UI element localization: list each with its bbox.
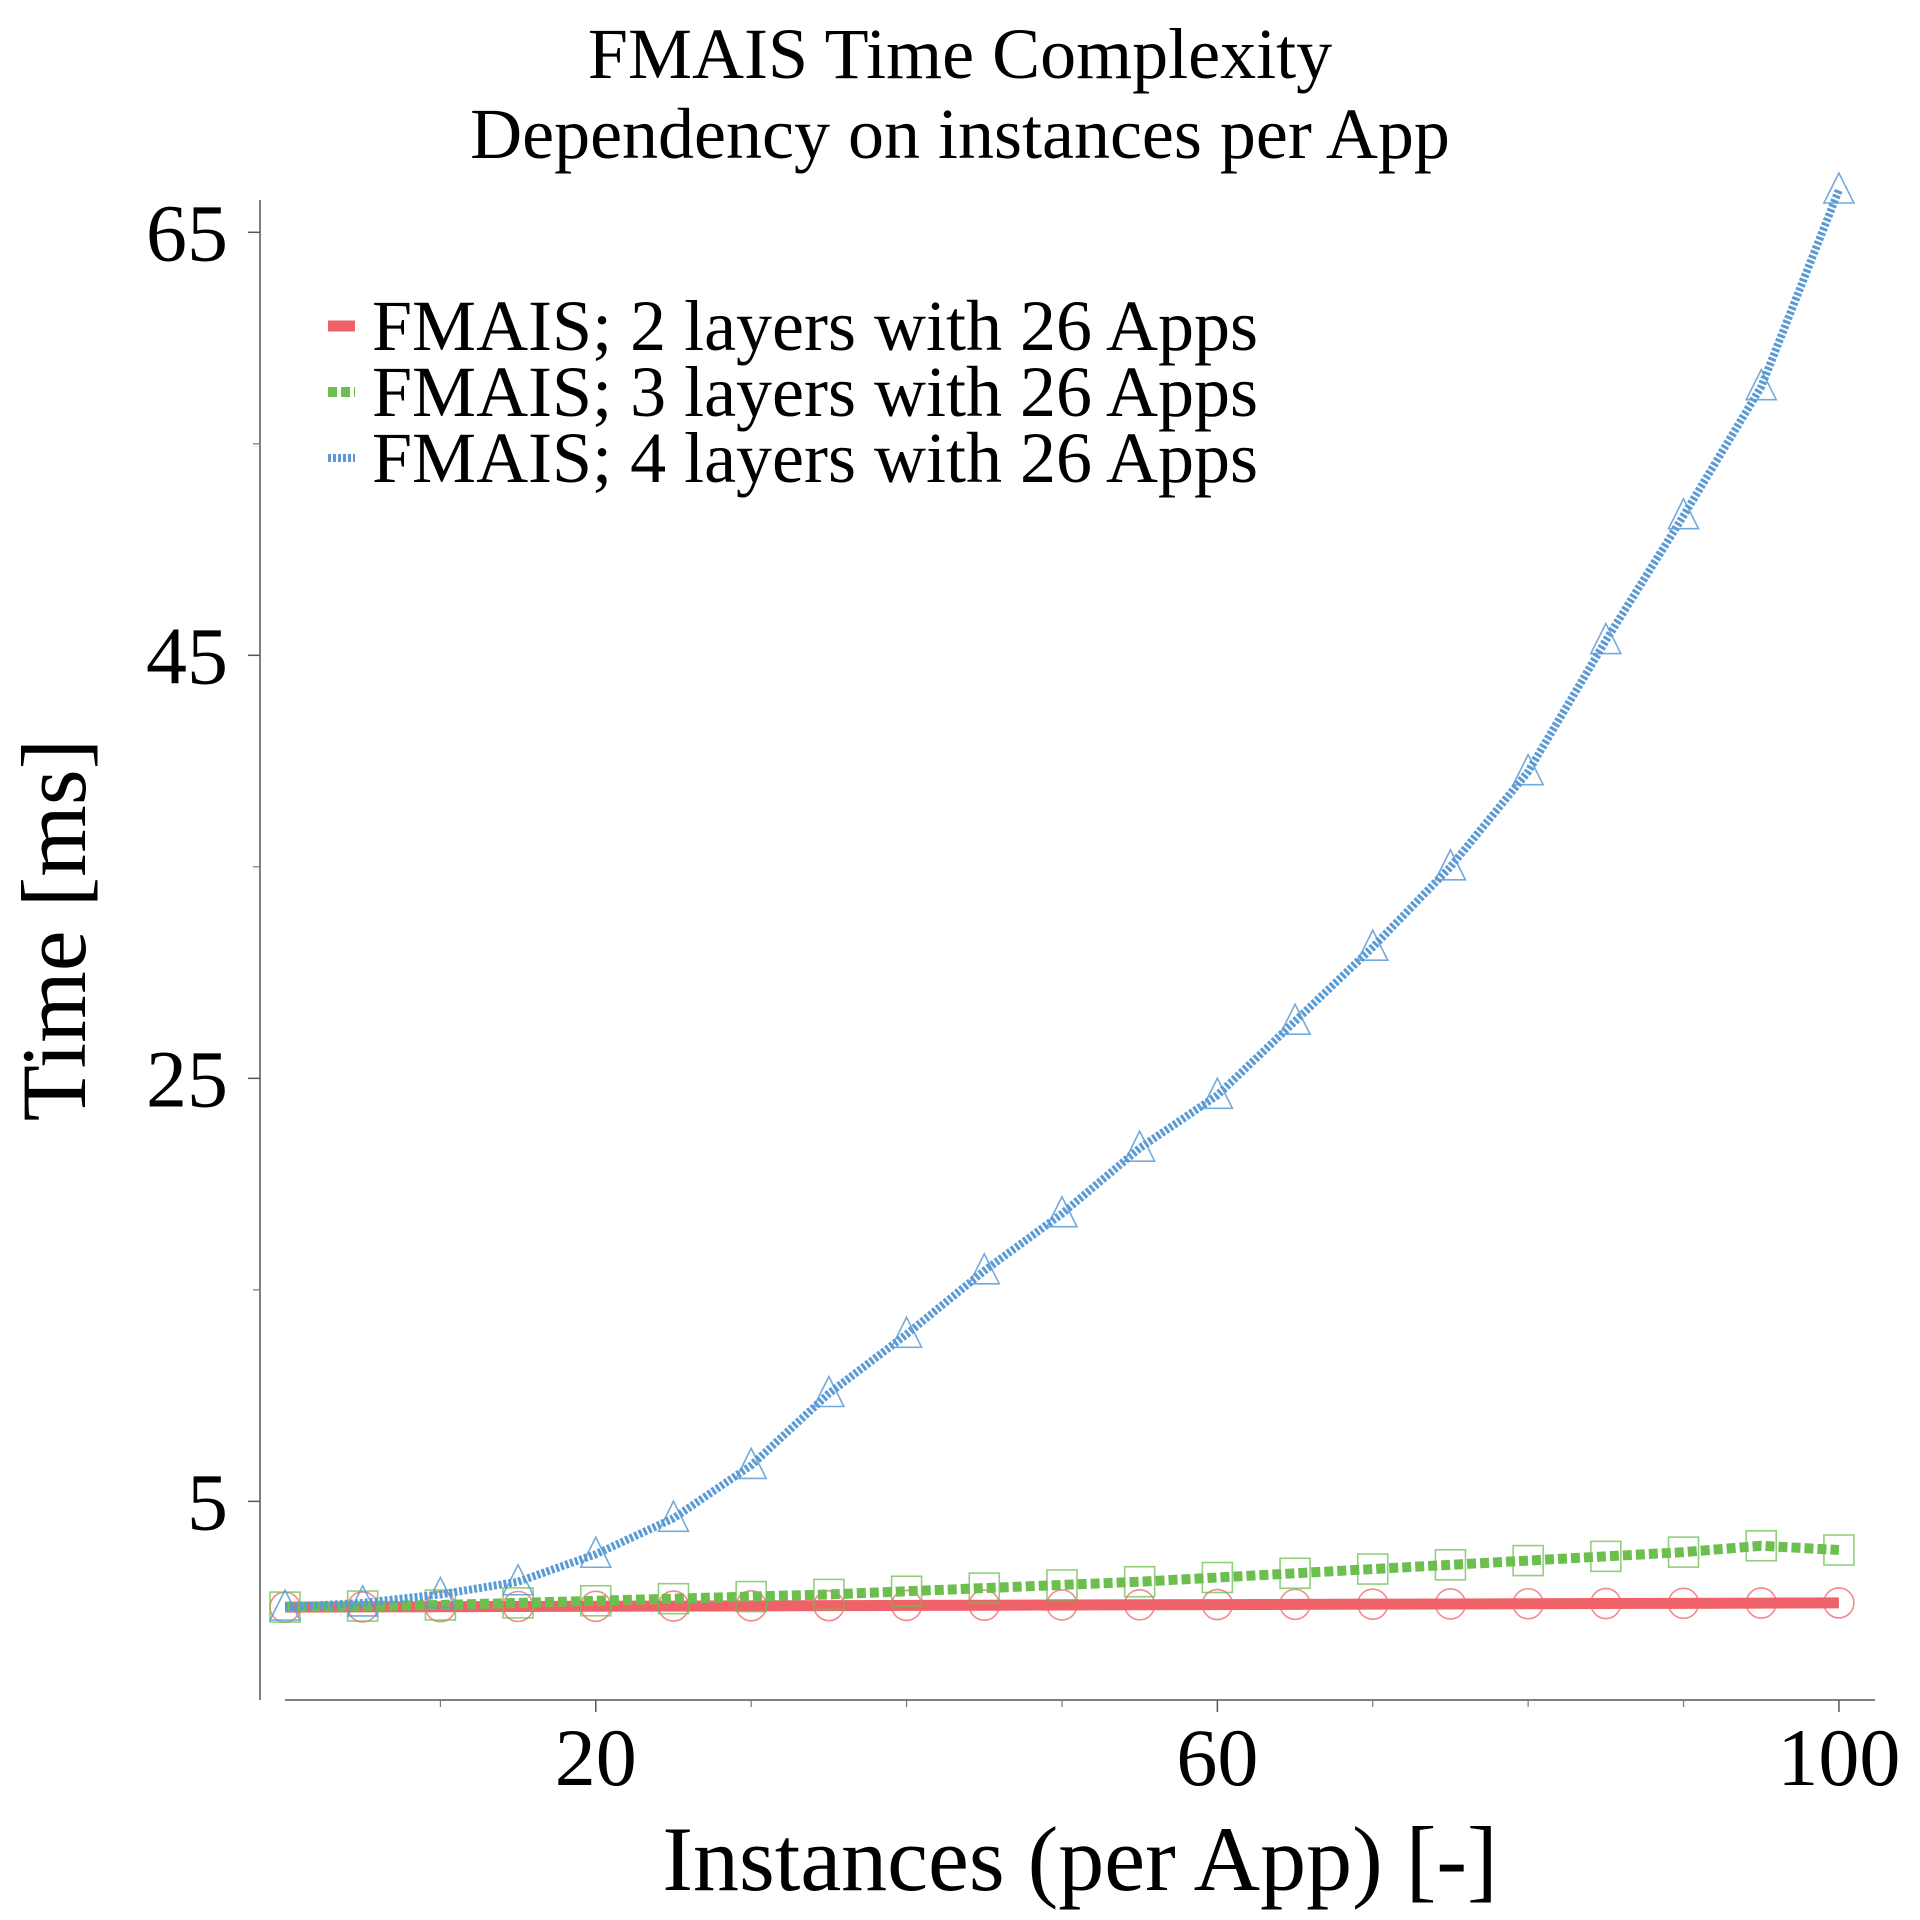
data-point-circle bbox=[1745, 1587, 1778, 1619]
data-point-circle bbox=[1590, 1587, 1622, 1620]
y-tick-label: 25 bbox=[146, 1033, 228, 1124]
data-point-triangle bbox=[1511, 752, 1545, 786]
data-point-triangle bbox=[812, 1374, 846, 1408]
data-point-square bbox=[1434, 1549, 1467, 1581]
data-point-square bbox=[890, 1575, 923, 1608]
plot-area bbox=[268, 171, 1856, 1623]
data-point-triangle bbox=[1123, 1129, 1156, 1162]
series-line bbox=[284, 1597, 1839, 1613]
data-point-circle bbox=[1279, 1588, 1311, 1621]
data-point-square bbox=[1201, 1561, 1234, 1594]
data-point-triangle bbox=[1589, 621, 1623, 655]
data-point-triangle bbox=[579, 1535, 613, 1569]
series-3-layers bbox=[269, 1529, 1855, 1623]
data-point-triangle bbox=[1045, 1194, 1079, 1228]
data-point-triangle bbox=[1667, 496, 1700, 530]
data-point-square bbox=[424, 1589, 457, 1621]
data-point-circle bbox=[1434, 1588, 1467, 1620]
chart-title-line: Dependency on instances per App bbox=[470, 94, 1450, 174]
data-point-square bbox=[1745, 1529, 1778, 1562]
data-point-circle bbox=[1123, 1588, 1156, 1621]
x-tick-label: 60 bbox=[1176, 1712, 1258, 1803]
data-point-circle bbox=[1823, 1587, 1855, 1619]
series-4-layers bbox=[268, 171, 1856, 1621]
data-point-square bbox=[1667, 1536, 1700, 1568]
series-line bbox=[284, 188, 1843, 1612]
data-point-circle bbox=[1512, 1587, 1544, 1620]
data-point-triangle bbox=[1201, 1076, 1234, 1110]
data-point-square bbox=[1123, 1565, 1156, 1598]
data-point-triangle bbox=[967, 1252, 1001, 1285]
y-tick-label: 5 bbox=[187, 1456, 228, 1547]
legend-label: FMAIS; 3 layers with 26 Apps bbox=[372, 352, 1258, 432]
data-point-square bbox=[735, 1580, 767, 1613]
data-point-triangle bbox=[1822, 171, 1856, 204]
data-point-square bbox=[968, 1572, 1001, 1604]
data-point-triangle bbox=[734, 1446, 768, 1480]
data-point-square bbox=[1512, 1544, 1544, 1577]
x-axis-label: Instances (per App) [-] bbox=[662, 1808, 1497, 1910]
data-point-square bbox=[1823, 1534, 1855, 1566]
data-point-triangle bbox=[1356, 928, 1390, 962]
chart-title-line: FMAIS Time Complexity bbox=[588, 14, 1332, 94]
data-point-triangle bbox=[1434, 848, 1467, 881]
data-point-square bbox=[579, 1584, 612, 1617]
legend-label: FMAIS; 4 layers with 26 Apps bbox=[372, 418, 1258, 498]
y-tick-label: 65 bbox=[146, 187, 228, 278]
x-tick-label: 20 bbox=[555, 1712, 637, 1803]
data-point-circle bbox=[1667, 1587, 1700, 1620]
axes: 5 25 45 65 20 60 100 Instances (per App) [-] Tim… bbox=[3, 187, 1900, 1910]
data-point-square bbox=[1590, 1540, 1622, 1573]
series-line bbox=[284, 1540, 1840, 1613]
data-point-triangle bbox=[501, 1562, 535, 1596]
data-point-square bbox=[813, 1578, 845, 1611]
y-axis-label: Time [ms] bbox=[3, 739, 105, 1122]
data-point-square bbox=[1279, 1557, 1311, 1590]
data-point-triangle bbox=[890, 1315, 923, 1349]
data-point-square bbox=[657, 1582, 690, 1615]
data-point-circle bbox=[1356, 1588, 1389, 1620]
legend-label: FMAIS; 2 layers with 26 Apps bbox=[372, 286, 1258, 366]
data-point-triangle bbox=[424, 1575, 457, 1609]
data-point-circle bbox=[1201, 1588, 1234, 1621]
data-point-square bbox=[502, 1587, 534, 1619]
data-point-square bbox=[269, 1591, 301, 1623]
data-point-triangle bbox=[657, 1499, 690, 1533]
x-tick-label: 100 bbox=[1777, 1712, 1900, 1803]
data-point-triangle bbox=[346, 1584, 379, 1617]
data-point-triangle bbox=[268, 1588, 302, 1621]
data-point-circle bbox=[968, 1589, 1001, 1622]
data-point-square bbox=[1046, 1569, 1078, 1601]
data-point-circle bbox=[1046, 1589, 1078, 1621]
data-point-triangle bbox=[1744, 367, 1778, 401]
data-point-square bbox=[1356, 1553, 1389, 1585]
data-point-triangle bbox=[1278, 1002, 1312, 1036]
y-tick-label: 45 bbox=[146, 610, 228, 701]
